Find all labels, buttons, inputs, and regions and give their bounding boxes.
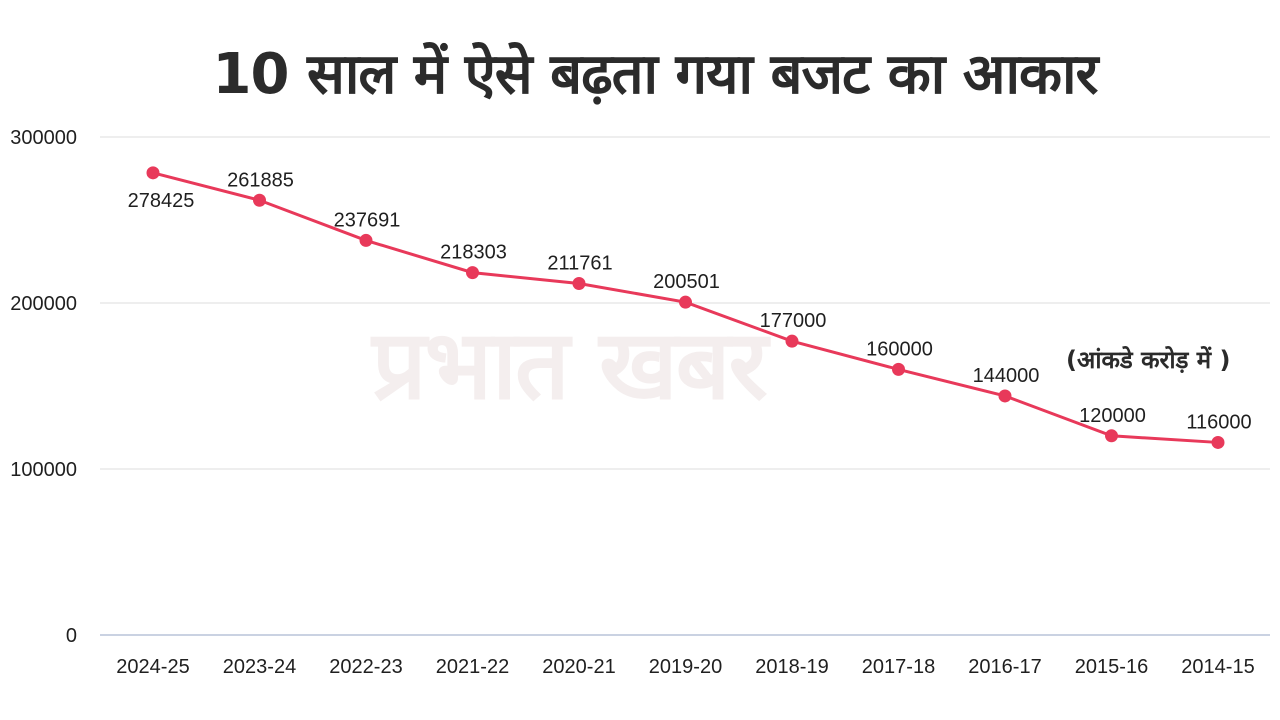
data-point <box>359 233 373 247</box>
chart-title: 10 साल में ऐसे बढ़ता गया बजट का आकार <box>212 42 1099 107</box>
x-tick-label: 2016-17 <box>968 656 1041 678</box>
data-label: 200501 <box>653 271 720 293</box>
grid-lines <box>100 136 1270 636</box>
data-point <box>253 193 266 207</box>
data-label: 261885 <box>227 169 294 191</box>
data-label: 177000 <box>760 310 827 332</box>
data-label: 160000 <box>866 338 933 360</box>
x-tick-label: 2018-19 <box>755 656 828 678</box>
data-point <box>572 276 586 290</box>
data-label: 144000 <box>973 365 1040 387</box>
data-label: 218303 <box>440 242 507 264</box>
x-tick-label: 2015-16 <box>1075 656 1148 678</box>
x-tick-label: 2024-25 <box>116 656 189 678</box>
data-label: 120000 <box>1079 405 1146 427</box>
x-tick-label: 2019-20 <box>649 656 722 678</box>
x-tick-label: 2017-18 <box>862 656 935 678</box>
y-tick-label: 300000 <box>10 127 77 149</box>
x-tick-label: 2023-24 <box>223 656 296 678</box>
x-tick-label: 2021-22 <box>436 656 509 678</box>
x-tick-label: 2020-21 <box>542 656 615 678</box>
data-point <box>146 166 160 180</box>
data-label: 278425 <box>128 190 195 212</box>
watermark-logo: प्रभात खबर <box>372 309 768 421</box>
y-tick-label: 200000 <box>10 293 77 315</box>
series-layer <box>146 166 1225 449</box>
data-point <box>1105 429 1118 443</box>
x-tick-label: 2022-23 <box>329 656 402 678</box>
data-point <box>998 389 1012 403</box>
x-axis-ticks: 2024-25 2023-24 2022-23 2021-22 2020-21 2019-… <box>116 656 1254 678</box>
data-labels: 278425 261885 237691 218303 211761 200501 1770… <box>128 169 1252 433</box>
data-point <box>892 362 905 376</box>
y-tick-label: 0 <box>66 625 77 647</box>
data-point <box>466 266 479 280</box>
data-point <box>1211 435 1225 449</box>
data-label: 211761 <box>547 252 612 274</box>
x-tick-label: 2014-15 <box>1181 656 1254 678</box>
data-point <box>679 295 692 309</box>
y-tick-label: 100000 <box>10 459 77 481</box>
data-label: 237691 <box>334 209 401 231</box>
data-point <box>785 334 799 348</box>
y-axis-ticks: 0 100000 200000 300000 <box>10 127 77 647</box>
data-label: 116000 <box>1186 411 1251 433</box>
unit-note: (आंकडे करोड़ में ) <box>1066 346 1231 374</box>
